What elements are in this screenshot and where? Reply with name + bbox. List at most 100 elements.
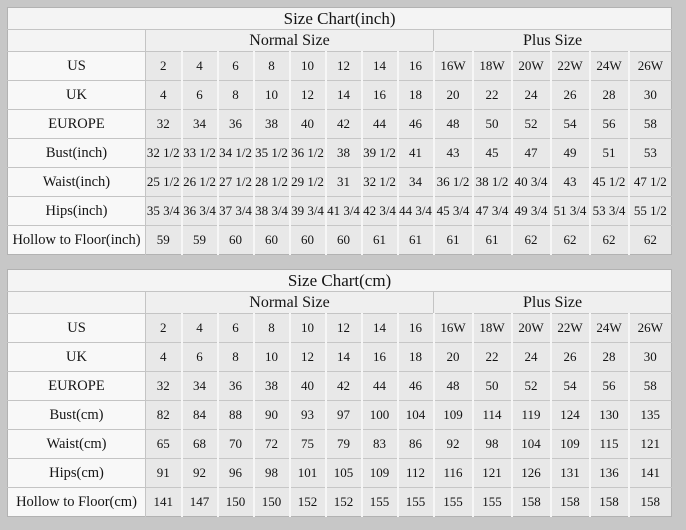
- size-cell: 26W: [627, 51, 672, 81]
- size-cell: 20: [432, 342, 473, 372]
- size-cell: 8: [216, 80, 254, 110]
- size-cell: 96: [216, 458, 254, 488]
- size-cell: 158: [549, 487, 590, 517]
- row-label: US: [7, 313, 146, 343]
- size-cell: 29 1/2: [288, 167, 326, 197]
- size-cell: 112: [396, 458, 434, 488]
- size-cell: 28 1/2: [252, 167, 290, 197]
- size-cell: 53: [627, 138, 672, 168]
- size-cell: 24W: [588, 313, 629, 343]
- size-cell: 72: [252, 429, 290, 459]
- size-cell: 38: [252, 371, 290, 401]
- size-cell: 27 1/2: [216, 167, 254, 197]
- corner-cell: [7, 291, 146, 314]
- size-cell: 109: [360, 458, 398, 488]
- table-row: Waist(inch) 25 1/2 26 1/2 27 1/2 28 1/2 29 1/…: [7, 167, 672, 197]
- size-cell: 100: [360, 400, 398, 430]
- table-title: Size Chart(inch): [7, 7, 672, 30]
- size-cell: 16: [360, 80, 398, 110]
- size-cell: 34 1/2: [216, 138, 254, 168]
- row-label: UK: [7, 342, 146, 372]
- size-cell: 86: [396, 429, 434, 459]
- size-cell: 45 1/2: [588, 167, 629, 197]
- size-cell: 109: [432, 400, 473, 430]
- size-cell: 62: [588, 225, 629, 255]
- size-cell: 32: [145, 109, 182, 139]
- row-label: Hips(inch): [7, 196, 146, 226]
- size-cell: 14: [360, 313, 398, 343]
- size-cell: 92: [180, 458, 218, 488]
- size-cell: 104: [396, 400, 434, 430]
- size-cell: 101: [288, 458, 326, 488]
- table-row: Hips(cm) 91 92 96 98 101 105 109 112 116 121 126 131…: [7, 458, 672, 488]
- table-row: EUROPE 32 34 36 38 40 42 44 46 48 50 52 54 56 58: [7, 109, 672, 139]
- size-cell: 30: [627, 342, 672, 372]
- row-label: Waist(inch): [7, 167, 146, 197]
- row-label: EUROPE: [7, 371, 146, 401]
- size-cell: 28: [588, 80, 629, 110]
- size-cell: 18W: [471, 51, 512, 81]
- size-cell: 6: [180, 80, 218, 110]
- size-cell: 42 3/4: [360, 196, 398, 226]
- size-cell: 158: [510, 487, 551, 517]
- size-cell: 54: [549, 371, 590, 401]
- size-cell: 24W: [588, 51, 629, 81]
- table-row: Bust(inch) 32 1/2 33 1/2 34 1/2 35 1/2 36 1/2…: [7, 138, 672, 168]
- size-cell: 47 1/2: [627, 167, 672, 197]
- size-cell: 18: [396, 80, 434, 110]
- size-cell: 50: [471, 109, 512, 139]
- table-title-row: Size Chart(cm): [7, 269, 672, 292]
- size-cell: 105: [324, 458, 362, 488]
- size-cell: 58: [627, 371, 672, 401]
- row-label: UK: [7, 80, 146, 110]
- size-cell: 6: [216, 51, 254, 81]
- size-cell: 45 3/4: [432, 196, 473, 226]
- size-cell: 93: [288, 400, 326, 430]
- size-cell: 10: [288, 51, 326, 81]
- size-cell: 6: [180, 342, 218, 372]
- size-cell: 31: [324, 167, 362, 197]
- size-cell: 18: [396, 342, 434, 372]
- size-cell: 47: [510, 138, 551, 168]
- size-cell: 84: [180, 400, 218, 430]
- size-cell: 35 1/2: [252, 138, 290, 168]
- size-cell: 8: [216, 342, 254, 372]
- size-cell: 92: [432, 429, 473, 459]
- size-cell: 141: [627, 458, 672, 488]
- size-cell: 109: [549, 429, 590, 459]
- size-cell: 155: [360, 487, 398, 517]
- size-cell: 28: [588, 342, 629, 372]
- size-cell: 25 1/2: [145, 167, 182, 197]
- size-cell: 16W: [432, 51, 473, 81]
- size-cell: 24: [510, 80, 551, 110]
- size-cell: 62: [549, 225, 590, 255]
- size-cell: 35 3/4: [145, 196, 182, 226]
- size-cell: 60: [288, 225, 326, 255]
- size-cell: 38 1/2: [471, 167, 512, 197]
- size-cell: 46: [396, 371, 434, 401]
- size-cell: 40: [288, 109, 326, 139]
- size-cell: 131: [549, 458, 590, 488]
- size-cell: 136: [588, 458, 629, 488]
- size-cell: 12: [288, 80, 326, 110]
- row-label: Hollow to Floor(inch): [7, 225, 146, 255]
- table-row: Bust(cm) 82 84 88 90 93 97 100 104 109 114 119 124 13…: [7, 400, 672, 430]
- size-cell: 62: [510, 225, 551, 255]
- size-cell: 41 3/4: [324, 196, 362, 226]
- size-cell: 150: [252, 487, 290, 517]
- size-cell: 83: [360, 429, 398, 459]
- size-cell: 49 3/4: [510, 196, 551, 226]
- size-cell: 46: [396, 109, 434, 139]
- size-table-cm: Size Chart(cm) Normal Size Plus Size US 2 4 6 8…: [7, 269, 673, 517]
- size-chart-page: Size Chart(inch) Normal Size Plus Size US 2 4…: [7, 7, 673, 517]
- size-cell: 38: [324, 138, 362, 168]
- size-cell: 42: [324, 371, 362, 401]
- size-cell: 39 3/4: [288, 196, 326, 226]
- size-cell: 47 3/4: [471, 196, 512, 226]
- size-cell: 4: [145, 342, 182, 372]
- group-header-row: Normal Size Plus Size: [7, 29, 672, 52]
- size-cell: 58: [627, 109, 672, 139]
- size-cell: 91: [145, 458, 182, 488]
- size-cell: 34: [180, 371, 218, 401]
